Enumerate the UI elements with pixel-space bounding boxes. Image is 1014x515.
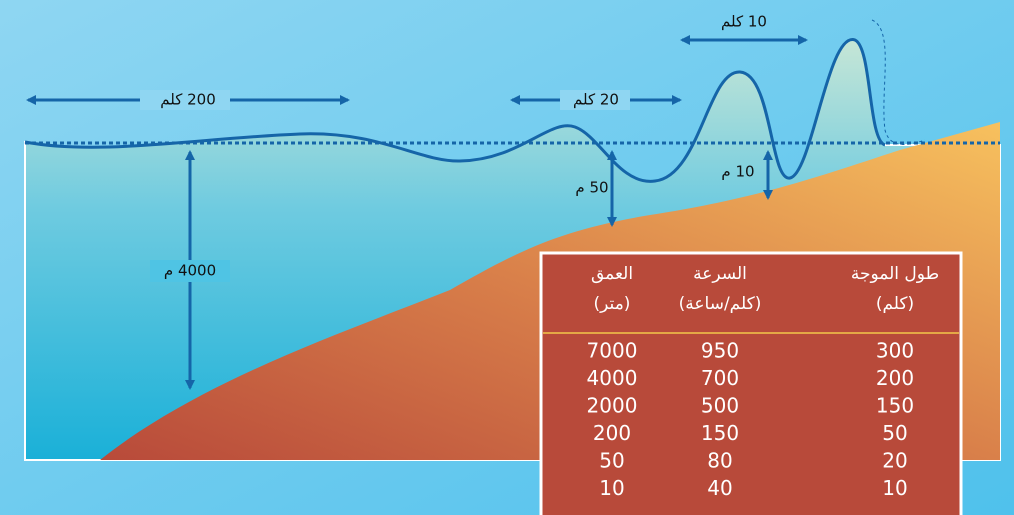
table-box <box>539 251 963 515</box>
table-cell: 20 <box>882 449 907 473</box>
table-cell: 50 <box>599 449 624 473</box>
table-header-unit: (كلم) <box>876 294 914 314</box>
table-cell: 700 <box>701 366 739 390</box>
table-cell: 150 <box>876 394 914 418</box>
table-cell: 150 <box>701 421 739 445</box>
table-header-unit: (كلم/ساعة) <box>679 294 762 314</box>
table-cell: 10 <box>882 476 907 500</box>
table-header: طول الموجة <box>851 264 939 284</box>
table-cell: 500 <box>701 394 739 418</box>
depth-label: 4000 م <box>164 262 216 280</box>
wave <box>24 38 886 183</box>
depth-label: 10 م <box>721 163 754 181</box>
table-cell: 950 <box>701 339 739 363</box>
label-bg <box>560 90 630 110</box>
table-header: العمق <box>591 264 633 284</box>
table-header: السرعة <box>693 264 747 284</box>
distance-label: 200 كلم <box>160 91 216 109</box>
label-bg <box>140 90 230 110</box>
table-header-unit: (متر) <box>594 294 631 314</box>
table-cell: 4000 <box>587 366 638 390</box>
table-cell: 50 <box>882 421 907 445</box>
distance-label: 10 كلم <box>721 13 767 31</box>
table-cell: 200 <box>593 421 631 445</box>
table-cell: 300 <box>876 339 914 363</box>
distance-label: 20 كلم <box>573 91 619 109</box>
table-cell: 2000 <box>587 394 638 418</box>
table-cell: 200 <box>876 366 914 390</box>
table-cell: 40 <box>707 476 732 500</box>
label-bg <box>150 260 230 282</box>
table-cell: 10 <box>599 476 624 500</box>
table-cell: 7000 <box>587 339 638 363</box>
dashed-outline <box>871 19 926 145</box>
depth-label: 50 م <box>575 179 608 197</box>
table-cell: 80 <box>707 449 732 473</box>
table: العمق (متر) السرعة (كلم/ساعة) طول الموجة (كلم… <box>539 251 963 515</box>
